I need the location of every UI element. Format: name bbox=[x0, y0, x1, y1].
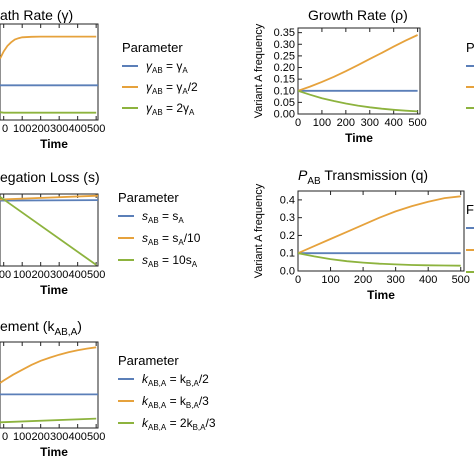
chart-title: ement (kAB,A) bbox=[0, 318, 82, 338]
x-axis-label: Time bbox=[40, 283, 68, 297]
series-line-3 bbox=[298, 89, 418, 113]
x-tick-label: 400 bbox=[419, 274, 437, 286]
y-tick-label: 0.05 bbox=[274, 97, 295, 109]
y-axis-label: Variant A frequency bbox=[253, 23, 265, 118]
plot-frame bbox=[297, 190, 465, 272]
plot-frame bbox=[297, 27, 421, 115]
plot-frame bbox=[0, 341, 99, 429]
chart-panel-2: Growth Rate (ρ)0 100 200 300 400 5000.000.050… bbox=[253, 7, 474, 145]
x-tick-label: 200 bbox=[354, 274, 372, 286]
y-tick-label: 0.35 bbox=[274, 27, 295, 39]
x-tick-label: 300 bbox=[50, 123, 68, 135]
series-line-2 bbox=[0, 346, 97, 384]
series-group bbox=[0, 35, 98, 114]
x-axis-label: Time bbox=[40, 445, 68, 459]
y-tick-label: 0.10 bbox=[274, 85, 295, 97]
x-axis-label: Time bbox=[345, 131, 373, 145]
y-tick-label: 0.00 bbox=[274, 109, 295, 121]
x-tick-label: 200 bbox=[337, 117, 355, 129]
chart-panel-4: PAB Transmission (q) 0 100 200 300 400 500 0.0 0… bbox=[253, 167, 474, 302]
series-group bbox=[0, 346, 98, 424]
x-tick-label: 100 bbox=[13, 269, 31, 281]
x-tick-label: 100 bbox=[13, 123, 31, 135]
legend-title: F bbox=[466, 202, 474, 217]
x-tick-label: 300 bbox=[50, 269, 68, 281]
series-line-2 bbox=[0, 194, 98, 201]
legend-title: Parameter bbox=[118, 353, 179, 368]
x-tick-label: 200 bbox=[31, 431, 49, 443]
y-tick-label: 0.20 bbox=[274, 62, 295, 74]
legend-label-1: γAB = γA bbox=[146, 59, 188, 75]
legend-label-2: kAB,A = kB,A/3 bbox=[142, 394, 209, 410]
legend-label-3: kAB,A = 2kB,A/3 bbox=[142, 416, 216, 432]
legend-title: Parameter bbox=[122, 40, 183, 55]
y-tick-label: 0.15 bbox=[274, 74, 295, 86]
x-tick-label: 400 bbox=[68, 269, 86, 281]
series-line-2 bbox=[0, 35, 97, 60]
y-tick-label: 0.3 bbox=[280, 212, 295, 224]
legend-label-2: γAB = γA/2 bbox=[146, 80, 198, 96]
x-tick-label: 0 bbox=[295, 274, 301, 286]
chart-panel-1: ath Rate (γ) 0 100 200 300 400 500 Time Paramete… bbox=[0, 7, 198, 151]
series-group bbox=[298, 34, 418, 113]
legend-label-1: kAB,A = kB,A/2 bbox=[142, 372, 209, 388]
x-tick-label: 100 bbox=[321, 274, 339, 286]
x-tick-label: 500 bbox=[408, 117, 426, 129]
x-tick-label: 0 bbox=[2, 431, 8, 443]
legend-label-3: γAB = 2γA bbox=[146, 101, 195, 117]
chart-title: egation Loss (s) bbox=[0, 169, 100, 185]
legend-label-3: sAB = 10sA bbox=[142, 253, 198, 269]
legend-title: P bbox=[466, 40, 474, 55]
x-tick-label: 300 bbox=[361, 117, 379, 129]
y-tick-label: 0.0 bbox=[280, 266, 295, 278]
x-axis-label: Time bbox=[40, 137, 68, 151]
x-axis-label: Time bbox=[367, 288, 395, 302]
series-line-3 bbox=[0, 417, 97, 424]
chart-title: ath Rate (γ) bbox=[0, 7, 73, 23]
series-line-2 bbox=[298, 34, 418, 92]
x-tick-label: 400 bbox=[68, 431, 86, 443]
chart-panel-5: ement (kAB,A) 0 100 200 300 400 500 Time Paramet… bbox=[0, 318, 216, 459]
y-tick-label: 0.4 bbox=[280, 194, 295, 206]
x-tick-label: 300 bbox=[386, 274, 404, 286]
series-line-1 bbox=[0, 199, 98, 202]
y-tick-label: 0.2 bbox=[280, 230, 295, 242]
x-tick-label: 00 bbox=[0, 269, 11, 281]
plot-frame bbox=[0, 193, 99, 267]
chart-panel-3: egation Loss (s) 00 100 200 300 400 500 Time Par… bbox=[0, 169, 201, 297]
series-line-3 bbox=[0, 196, 97, 266]
x-tick-label: 500 bbox=[87, 123, 105, 135]
x-tick-label: 500 bbox=[87, 431, 105, 443]
x-tick-label: 0 bbox=[2, 123, 8, 135]
chart-title: Growth Rate (ρ) bbox=[308, 7, 408, 23]
series-group bbox=[298, 195, 461, 267]
x-tick-label: 500 bbox=[452, 274, 470, 286]
x-tick-label: 0 bbox=[295, 117, 301, 129]
y-tick-label: 0.30 bbox=[274, 39, 295, 51]
series-line-3 bbox=[298, 252, 461, 267]
y-axis-label: Variant A frequency bbox=[253, 183, 265, 278]
series-line-3 bbox=[0, 111, 97, 114]
y-tick-label: 0.1 bbox=[280, 248, 295, 260]
legend-title: Parameter bbox=[118, 190, 179, 205]
legend-label-1: sAB = sA bbox=[142, 209, 184, 225]
x-tick-label: 500 bbox=[87, 269, 105, 281]
plot-frame bbox=[0, 23, 99, 121]
x-tick-label: 300 bbox=[50, 431, 68, 443]
chart-title: PAB Transmission (q) bbox=[298, 167, 428, 187]
x-tick-label: 200 bbox=[31, 269, 49, 281]
series-line-2 bbox=[298, 195, 461, 255]
series-group bbox=[0, 194, 98, 266]
x-tick-label: 200 bbox=[31, 123, 49, 135]
x-tick-label: 400 bbox=[68, 123, 86, 135]
legend-label-2: sAB = sA/10 bbox=[142, 231, 201, 247]
x-tick-label: 400 bbox=[385, 117, 403, 129]
x-tick-label: 100 bbox=[313, 117, 331, 129]
y-tick-label: 0.25 bbox=[274, 50, 295, 62]
x-tick-label: 100 bbox=[13, 431, 31, 443]
